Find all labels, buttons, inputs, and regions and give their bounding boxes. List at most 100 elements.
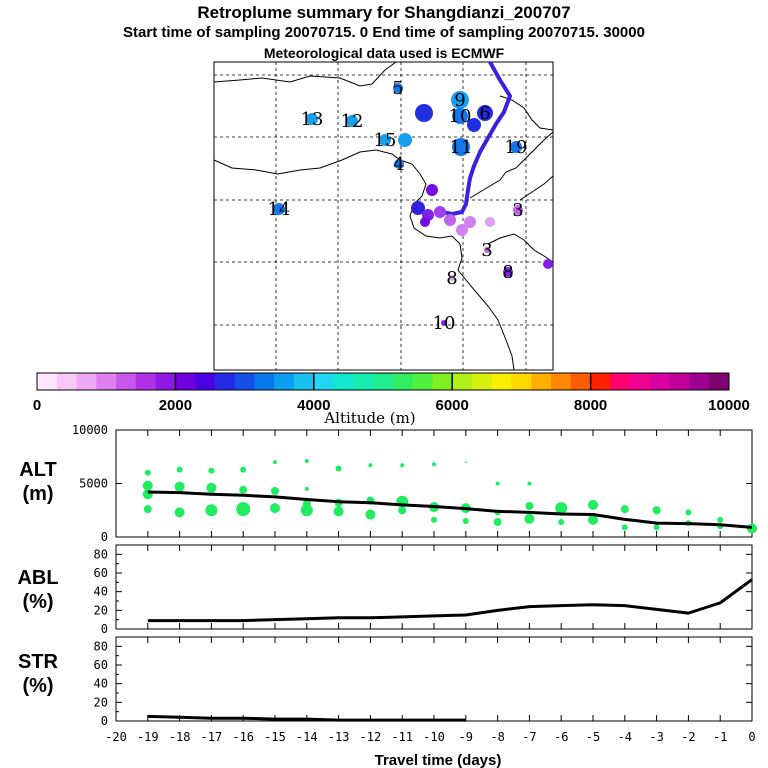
altitude-point xyxy=(398,506,407,515)
colorbar-swatch xyxy=(709,373,730,390)
cluster-dot xyxy=(503,267,513,277)
altitude-point xyxy=(208,467,215,474)
altitude-point xyxy=(685,509,692,516)
cluster-dot xyxy=(467,118,481,132)
altitude-point xyxy=(206,482,217,493)
altitude-point xyxy=(144,469,151,476)
cluster-dot xyxy=(420,217,430,227)
cluster-dot xyxy=(398,133,412,147)
cluster-label: 11 xyxy=(450,137,473,158)
altitude-point xyxy=(239,485,248,494)
colorbar-swatch xyxy=(392,373,414,390)
colorbar-swatch xyxy=(570,373,592,390)
y-tick-label: 40 xyxy=(94,677,108,691)
altitude-point xyxy=(462,517,469,524)
plume-centroid-track xyxy=(441,61,512,216)
altitude-point xyxy=(236,502,251,517)
colorbar-swatch xyxy=(96,373,117,390)
cluster-label: 5 xyxy=(392,78,403,99)
cluster-label: 8 xyxy=(446,268,457,289)
y-tick-label: 5000 xyxy=(79,477,108,491)
x-tick-label: -6 xyxy=(554,730,568,744)
series-line xyxy=(147,714,466,722)
cluster-label: 10 xyxy=(433,313,456,334)
colorbar-swatch xyxy=(274,373,295,390)
colorbar-swatch xyxy=(155,373,176,390)
altitude-point xyxy=(174,507,185,518)
cluster-label: 14 xyxy=(268,199,291,220)
abl-label: ABL xyxy=(17,567,58,589)
altitude-point xyxy=(400,463,405,468)
altitude-point xyxy=(588,514,598,525)
altitude-point xyxy=(142,480,153,491)
colorbar-swatch xyxy=(669,373,690,390)
panel-frame xyxy=(115,636,753,722)
x-tick-label: -18 xyxy=(169,730,191,744)
cluster-dot xyxy=(485,217,495,227)
cluster-dot xyxy=(543,259,553,269)
altitude-point xyxy=(432,462,436,467)
x-tick-label: -12 xyxy=(360,730,382,744)
series-line xyxy=(147,490,753,529)
cluster-dot xyxy=(441,320,447,326)
y-tick-label: 10000 xyxy=(72,423,108,437)
colorbar-swatch xyxy=(234,373,255,390)
str-label: STR xyxy=(18,651,59,673)
cluster-dot xyxy=(451,91,469,109)
cluster-dot xyxy=(477,105,493,121)
colorbar-swatch xyxy=(511,373,532,390)
altitude-point xyxy=(368,463,373,468)
cluster-label: 4 xyxy=(393,154,404,175)
altitude-point xyxy=(558,519,565,526)
altitude-point xyxy=(240,466,247,473)
cluster-label: 3 xyxy=(512,200,523,221)
x-tick-label: 0 xyxy=(748,730,755,744)
altitude-point xyxy=(300,504,313,517)
colorbar-swatch xyxy=(254,373,275,390)
x-tick-label: -15 xyxy=(264,730,286,744)
colorbar-swatch xyxy=(313,373,335,390)
altitude-point xyxy=(493,518,502,527)
altitude-point xyxy=(365,509,376,520)
altitude-point xyxy=(717,516,724,523)
altitude-point xyxy=(333,506,344,517)
x-tick-label: -19 xyxy=(137,730,159,744)
colorbar-swatch xyxy=(491,373,513,390)
altitude-point xyxy=(273,460,277,465)
cluster-label: 10 xyxy=(449,106,472,127)
colorbar-swatch xyxy=(135,373,157,390)
y-tick-label: 80 xyxy=(94,639,108,653)
y-tick-label: 40 xyxy=(94,585,108,599)
altitude-point xyxy=(270,503,280,514)
colorbar-swatch xyxy=(610,373,631,390)
colorbar-swatch xyxy=(76,373,97,390)
colorbar-tick-label: 4000 xyxy=(297,397,330,414)
x-tick-label: -11 xyxy=(391,730,413,744)
str-unit: (%) xyxy=(22,675,53,697)
colorbar-swatch xyxy=(432,373,453,390)
met-data-note: Meteorological data used is ECMWF xyxy=(263,45,505,61)
altitude-point xyxy=(555,502,568,515)
y-tick-label: 20 xyxy=(94,695,108,709)
colorbar-swatch xyxy=(649,373,671,390)
x-tick-label: -16 xyxy=(232,730,254,744)
cluster-label: 19 xyxy=(505,137,528,158)
colorbar-swatch xyxy=(412,373,433,390)
colorbar-tick-label: 8000 xyxy=(574,397,607,414)
cluster-dot xyxy=(426,184,438,196)
altitude-point xyxy=(174,481,185,492)
x-tick-label: -9 xyxy=(459,730,473,744)
x-tick-label: -17 xyxy=(201,730,223,744)
cluster-dot xyxy=(510,141,522,153)
altitude-point xyxy=(652,506,661,515)
x-axis-title: Travel time (days) xyxy=(375,752,502,768)
colorbar-swatch xyxy=(551,373,572,390)
x-tick-label: -3 xyxy=(649,730,663,744)
cluster-dot xyxy=(393,83,403,93)
altitude-point xyxy=(176,466,183,473)
altitude-point xyxy=(653,524,660,531)
y-tick-label: 60 xyxy=(94,658,108,672)
altitude-point xyxy=(304,486,309,491)
x-tick-label: -4 xyxy=(618,730,632,744)
